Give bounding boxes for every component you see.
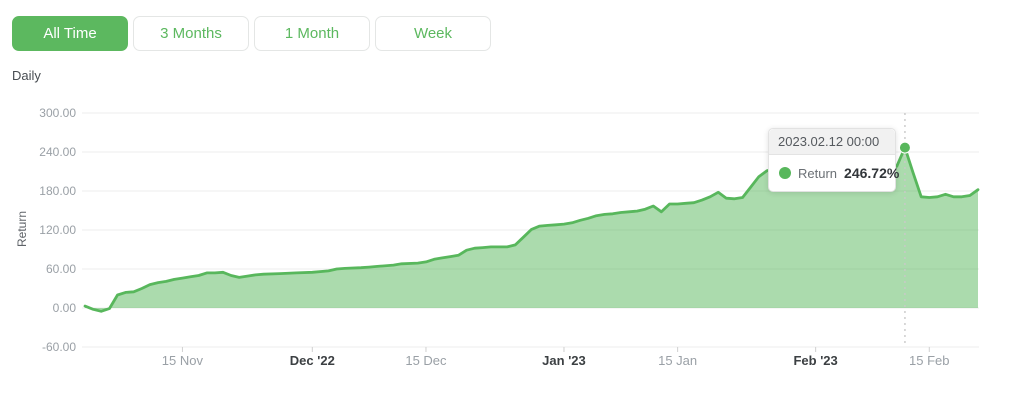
time-range-tabs: All Time 3 Months 1 Month Week [12, 16, 491, 51]
frequency-label: Daily [12, 68, 41, 83]
chart-tooltip: 2023.02.12 00:00 Return 246.72% [768, 128, 899, 192]
y-axis-tick-label: -60.00 [41, 340, 76, 354]
x-axis-tick-label: 15 Nov [161, 353, 204, 368]
y-axis-tick-label: 240.00 [39, 145, 76, 159]
tooltip-date: 2023.02.12 00:00 [769, 129, 895, 155]
x-axis-tick-label: Dec '22 [289, 353, 335, 368]
return-series-dot-icon [779, 167, 791, 179]
x-axis-tick-label: 15 Dec [405, 353, 447, 368]
highlighted-data-point-marker [898, 141, 911, 154]
tab-all-time[interactable]: All Time [12, 16, 128, 51]
y-axis-tick-label: 120.00 [39, 223, 76, 237]
x-axis-tick-label: Feb '23 [793, 353, 838, 368]
tooltip-body: Return 246.72% [769, 155, 899, 191]
y-axis-tick-label: 0.00 [52, 301, 76, 315]
tooltip-value: 246.72% [844, 165, 900, 181]
tooltip-series-label: Return [798, 165, 838, 181]
tab-1-month[interactable]: 1 Month [254, 16, 370, 51]
tab-3-months[interactable]: 3 Months [133, 16, 249, 51]
x-axis-tick-label: 15 Feb [909, 353, 950, 368]
x-axis-tick-label: 15 Jan [658, 353, 698, 368]
tab-week[interactable]: Week [375, 16, 491, 51]
x-axis-tick-label: Jan '23 [542, 353, 586, 368]
y-axis-tick-label: 60.00 [45, 262, 76, 276]
y-axis-tick-label: 300.00 [39, 106, 76, 120]
y-axis-tick-label: 180.00 [39, 184, 76, 198]
